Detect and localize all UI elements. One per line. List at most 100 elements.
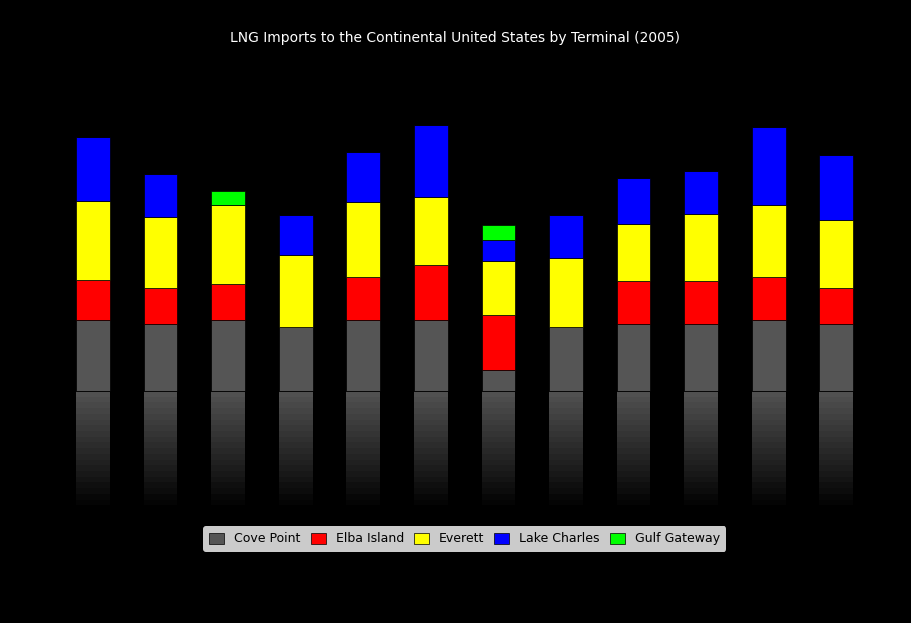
Bar bbox=[346, 488, 380, 494]
Bar bbox=[414, 500, 447, 505]
Bar bbox=[752, 414, 785, 420]
Bar bbox=[820, 471, 854, 477]
Bar bbox=[76, 201, 109, 280]
Bar bbox=[76, 477, 109, 482]
Bar bbox=[144, 288, 178, 324]
Bar bbox=[482, 465, 516, 471]
Bar bbox=[346, 408, 380, 414]
Bar bbox=[211, 397, 245, 402]
Bar bbox=[482, 500, 516, 505]
Bar bbox=[617, 402, 650, 408]
Bar bbox=[211, 391, 245, 397]
Bar bbox=[549, 391, 583, 397]
Bar bbox=[684, 448, 718, 454]
Bar bbox=[482, 261, 516, 315]
Bar bbox=[279, 414, 312, 420]
Bar bbox=[414, 197, 447, 265]
Bar bbox=[346, 277, 380, 320]
Bar bbox=[482, 437, 516, 442]
Bar bbox=[482, 408, 516, 414]
Bar bbox=[752, 454, 785, 460]
Bar bbox=[617, 477, 650, 482]
Bar bbox=[752, 460, 785, 465]
Bar bbox=[752, 126, 785, 205]
Bar bbox=[346, 477, 380, 482]
Bar bbox=[684, 408, 718, 414]
Bar bbox=[820, 454, 854, 460]
Bar bbox=[76, 500, 109, 505]
Bar bbox=[76, 471, 109, 477]
Bar bbox=[684, 471, 718, 477]
Bar bbox=[211, 205, 245, 284]
Bar bbox=[617, 500, 650, 505]
Bar bbox=[76, 494, 109, 500]
Bar bbox=[76, 465, 109, 471]
Bar bbox=[211, 442, 245, 448]
Bar bbox=[279, 482, 312, 488]
Bar bbox=[820, 397, 854, 402]
Bar bbox=[549, 471, 583, 477]
Bar bbox=[617, 488, 650, 494]
Bar bbox=[684, 488, 718, 494]
Bar bbox=[76, 460, 109, 465]
Bar bbox=[279, 215, 312, 255]
Bar bbox=[211, 482, 245, 488]
Bar bbox=[820, 324, 854, 391]
Bar bbox=[617, 454, 650, 460]
Bar bbox=[414, 391, 447, 397]
Bar bbox=[684, 431, 718, 437]
Bar bbox=[144, 442, 178, 448]
Bar bbox=[76, 402, 109, 408]
Bar bbox=[617, 178, 650, 224]
Bar bbox=[752, 426, 785, 431]
Bar bbox=[414, 420, 447, 426]
Bar bbox=[279, 391, 312, 397]
Bar bbox=[684, 477, 718, 482]
Bar bbox=[820, 288, 854, 324]
Bar bbox=[549, 482, 583, 488]
Bar bbox=[211, 465, 245, 471]
Bar bbox=[482, 488, 516, 494]
Bar bbox=[76, 482, 109, 488]
Bar bbox=[279, 408, 312, 414]
Bar bbox=[549, 477, 583, 482]
Bar bbox=[414, 477, 447, 482]
Bar bbox=[211, 426, 245, 431]
Bar bbox=[144, 420, 178, 426]
Bar bbox=[820, 219, 854, 288]
Bar bbox=[76, 136, 109, 201]
Bar bbox=[414, 494, 447, 500]
Bar bbox=[144, 414, 178, 420]
Bar bbox=[482, 402, 516, 408]
Bar bbox=[752, 320, 785, 391]
Bar bbox=[752, 277, 785, 320]
Bar bbox=[346, 431, 380, 437]
Bar bbox=[820, 477, 854, 482]
Bar bbox=[76, 454, 109, 460]
Bar bbox=[752, 442, 785, 448]
Bar bbox=[752, 471, 785, 477]
Bar bbox=[549, 420, 583, 426]
Bar bbox=[820, 420, 854, 426]
Bar bbox=[820, 408, 854, 414]
Bar bbox=[144, 488, 178, 494]
Bar bbox=[482, 315, 516, 369]
Bar bbox=[211, 437, 245, 442]
Bar bbox=[482, 442, 516, 448]
Bar bbox=[346, 153, 380, 202]
Bar bbox=[549, 460, 583, 465]
Bar bbox=[414, 482, 447, 488]
Bar bbox=[617, 426, 650, 431]
Bar bbox=[820, 426, 854, 431]
Bar bbox=[346, 391, 380, 397]
Bar bbox=[482, 494, 516, 500]
Bar bbox=[144, 426, 178, 431]
Bar bbox=[684, 426, 718, 431]
Bar bbox=[684, 482, 718, 488]
Bar bbox=[617, 324, 650, 391]
Bar bbox=[684, 460, 718, 465]
Bar bbox=[482, 454, 516, 460]
Bar bbox=[482, 414, 516, 420]
Bar bbox=[752, 488, 785, 494]
Bar bbox=[414, 431, 447, 437]
